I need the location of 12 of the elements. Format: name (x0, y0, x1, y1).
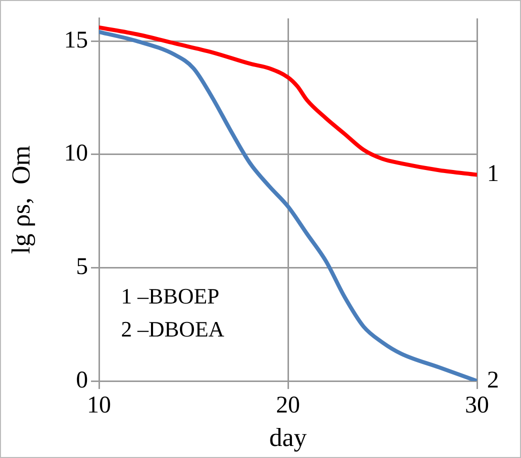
x-axis-title: day (269, 423, 307, 452)
series-label: 2 (487, 367, 499, 394)
x-tick-label: 30 (465, 392, 489, 419)
y-axis-title: lg ρs, Om (6, 146, 36, 254)
annotation: 2 –DBOEA (121, 316, 224, 342)
y-tick-label: 10 (64, 140, 88, 167)
series-label: 1 (487, 161, 499, 188)
y-tick-label: 0 (76, 367, 88, 394)
x-tick-label: 20 (276, 392, 300, 419)
y-tick-label: 5 (76, 254, 88, 280)
y-tick-label: 15 (64, 27, 88, 54)
annotation: 1 –BBOEP (121, 283, 220, 308)
